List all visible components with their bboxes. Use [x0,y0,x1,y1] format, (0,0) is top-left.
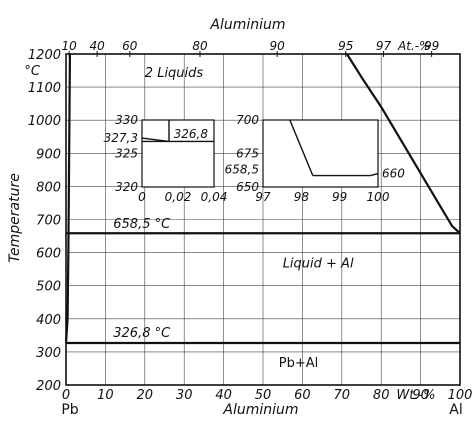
y-tick-label: 500 [36,280,61,295]
inset-x-tick-label: 99 [332,190,347,204]
region-label: 326,8 °C [113,326,171,341]
top-tick-label: 40 [89,39,105,53]
region-label: Liquid + Al [283,256,354,271]
y-axis-unit: °C [24,64,41,79]
top-tick-label: 97 [376,39,392,53]
x-tick-label: 10 [97,388,114,403]
y-tick-label: 1100 [28,81,61,96]
inset-right: 97 98 99 100 650 675 700 658,5 660 [225,113,406,204]
x-end-label-pb: Pb [61,402,78,418]
inset-y-tick-label: 325 [115,147,138,161]
x-tick-label: 70 [334,388,351,403]
y-axis-title: Temperature [7,173,23,263]
inset-y-tick-label: 650 [236,180,259,194]
x-tick-label: 30 [176,388,193,403]
x-tick-label: 40 [215,388,232,403]
y-tick-label: 400 [36,313,61,328]
top-tick-label: 90 [270,39,286,53]
y-tick-label: 600 [36,247,61,262]
region-label: 2 Liquids [145,66,204,81]
inset-value-label: 660 [382,167,405,181]
inset-value-label: 327,3 [104,131,138,145]
inset-x-tick-label: 0,02 [165,190,192,204]
x-tick-label: 80 [373,388,390,403]
region-label: 658,5 °C [113,217,171,232]
x-tick-label: 0 [62,388,70,403]
inset-y-tick-label: 320 [115,180,138,194]
frame [65,51,461,386]
inset-x-tick-label: 0 [138,190,146,204]
top-tick-label: 10 [62,39,78,53]
x-axis-title: Aluminium [222,402,298,418]
top-tick-label: 99 [424,39,439,53]
y-tick-label: 700 [36,214,61,229]
x-end-label-al: Al [449,402,462,418]
x-tick-label: 60 [294,388,311,403]
x-tick-label: 50 [255,388,272,403]
inset-frame [141,119,215,188]
y-tick-label: 200 [36,379,61,394]
top-tick-label: 80 [192,39,208,53]
inset-x-tick-label: 0,04 [201,190,228,204]
top-tick-label: 60 [122,39,138,53]
inset-value-label: 658,5 [225,163,259,177]
y-tick-label: 300 [36,346,61,361]
top-axis-unit: At.-% [397,39,430,53]
x-tick-label: 20 [137,388,154,403]
top-tick-label: 95 [338,39,353,53]
inset-left: 0 0,02 0,04 320 325 330 327,3 326,8 [104,113,228,204]
insets: 0 0,02 0,04 320 325 330 327,3 326,8 97 98 99 100 650… [104,113,406,204]
y-tick-label: 1000 [28,114,61,129]
y-tick-label: 900 [36,147,61,162]
inset-rise [370,172,379,177]
inset-x-tick-label: 97 [255,190,271,204]
inset-y-tick-label: 700 [236,113,259,127]
inset-x-tick-label: 98 [294,190,310,204]
liquidus-line [345,53,461,235]
x-axis-unit: Wt.-% [396,388,435,403]
plot-frame [65,53,461,386]
inset-value-label: 326,8 [174,127,209,141]
y-tick-label: 1200 [28,48,61,63]
inset-y-tick-label: 330 [115,113,138,127]
inset-x-tick-label: 100 [367,190,390,204]
x-tick-label: 90 [412,388,429,403]
inset-curve [141,137,170,143]
inset-y-tick-label: 675 [236,147,259,161]
top-axis-title: Aluminium [209,17,285,33]
region-label: Pb+Al [279,356,319,371]
labels: Aluminium At.-% Temperature °C Aluminium… [7,17,472,418]
inset-curve [289,119,314,176]
x-tick-label: 100 [448,388,473,403]
inset-frame [262,119,379,188]
y-tick-label: 800 [36,180,61,195]
